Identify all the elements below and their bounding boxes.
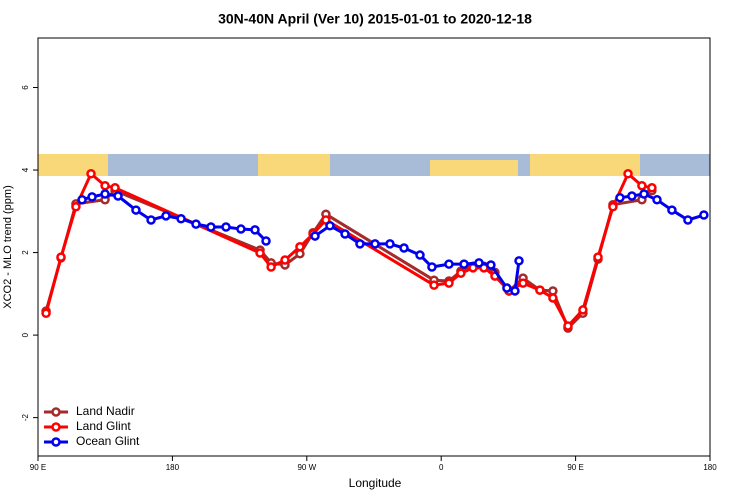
x-axis-label: Longitude — [349, 476, 402, 490]
data-point — [535, 285, 545, 295]
data-point — [206, 222, 216, 232]
data-point — [593, 252, 603, 262]
y-axis-label: XCO2 - MLO trend (ppm) — [2, 185, 14, 308]
data-point — [261, 236, 271, 246]
legend-marker — [51, 437, 61, 447]
data-point — [255, 248, 265, 258]
data-point — [518, 278, 528, 288]
legend-marker — [51, 407, 61, 417]
data-point — [221, 222, 231, 232]
y-tick-label: 2 — [21, 250, 30, 255]
data-point — [310, 231, 320, 241]
data-point — [615, 192, 625, 203]
data-point — [486, 260, 496, 270]
x-tick-label: 90 E — [30, 463, 46, 472]
data-point — [637, 180, 647, 191]
plot-frame — [37, 37, 711, 457]
y-tick-label: 4 — [21, 167, 30, 172]
data-point — [415, 250, 425, 260]
data-point — [77, 195, 87, 205]
data-point — [161, 211, 171, 221]
data-point — [639, 189, 649, 199]
series-line — [314, 223, 521, 293]
y-tick-label: 0 — [21, 332, 30, 337]
data-point — [623, 169, 633, 179]
data-point — [370, 239, 380, 249]
data-point — [146, 215, 156, 225]
data-point — [427, 262, 437, 272]
data-point — [71, 202, 81, 212]
data-point — [266, 262, 276, 272]
data-point — [608, 202, 618, 212]
data-point — [325, 220, 335, 231]
data-point — [56, 252, 66, 262]
data-point — [131, 205, 141, 215]
data-point — [474, 258, 484, 268]
data-point — [699, 210, 709, 220]
data-point — [652, 195, 662, 205]
data-point — [110, 183, 120, 193]
chart-title: 30N-40N April (Ver 10) 2015-01-01 to 202… — [218, 11, 532, 27]
data-point — [355, 239, 365, 249]
data-point — [87, 192, 97, 202]
data-point — [340, 229, 350, 239]
legend-label: Land Nadir — [76, 404, 135, 418]
data-point — [578, 305, 588, 315]
x-tick-label: 0 — [439, 463, 444, 472]
data-point — [510, 286, 520, 296]
y-tick-label: -2 — [21, 414, 30, 422]
data-point — [399, 243, 409, 253]
data-point — [176, 213, 186, 224]
land-patch — [430, 160, 518, 176]
data-point — [385, 239, 395, 249]
data-point — [295, 242, 305, 252]
x-tick-label: 180 — [166, 463, 180, 472]
data-point — [429, 280, 439, 290]
land-patch — [258, 154, 330, 176]
data-point — [191, 219, 201, 229]
data-point — [41, 308, 51, 318]
legend-label: Land Glint — [76, 419, 131, 433]
data-point — [683, 215, 693, 225]
data-point — [100, 180, 110, 191]
data-point — [444, 259, 454, 269]
data-point — [647, 183, 657, 193]
data-point — [250, 225, 260, 235]
x-tick-label: 90 E — [567, 463, 583, 472]
land-patch — [38, 154, 108, 176]
data-point — [667, 205, 677, 215]
x-tick-label: 180 — [703, 463, 717, 472]
data-point — [113, 191, 123, 201]
data-point — [459, 259, 469, 269]
data-point — [514, 256, 524, 266]
data-point — [444, 278, 454, 288]
data-point — [236, 224, 246, 234]
land-patch — [530, 154, 640, 176]
data-point — [456, 268, 466, 278]
x-tick-label: 90 W — [297, 463, 316, 472]
map-strip — [38, 154, 710, 176]
data-point — [280, 255, 290, 265]
legend-label: Ocean Glint — [76, 434, 140, 448]
data-point — [627, 191, 637, 201]
data-point — [548, 293, 558, 303]
data-point — [502, 283, 512, 293]
data-point — [100, 189, 110, 199]
data-point — [86, 169, 96, 179]
y-tick-label: 6 — [21, 85, 30, 90]
data-point — [563, 321, 573, 331]
legend-marker — [51, 422, 61, 432]
